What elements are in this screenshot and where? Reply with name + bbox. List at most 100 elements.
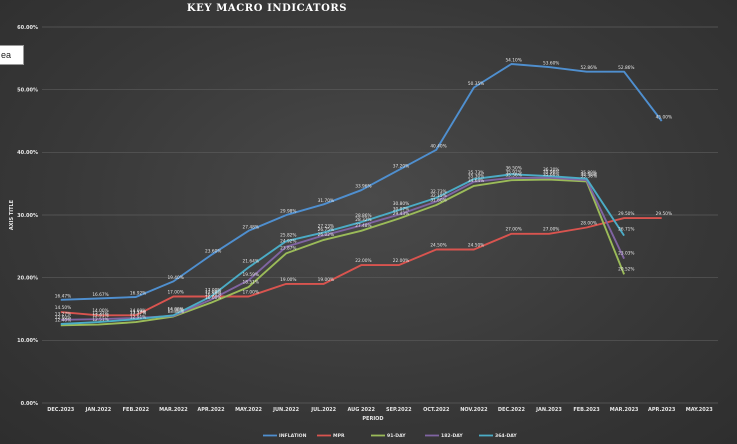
x-tick-label: MAY.2023 xyxy=(686,407,713,413)
data-label: 26.71% xyxy=(618,227,634,233)
data-label: 13.37% xyxy=(130,310,146,316)
x-tick-label: MAY.2022 xyxy=(235,407,262,413)
data-label: 29.50% xyxy=(618,211,634,217)
data-label: 29.43% xyxy=(393,211,409,217)
series-line-inflation xyxy=(60,63,663,301)
data-label: 35.56% xyxy=(505,172,521,178)
series-lines xyxy=(60,63,663,327)
x-tick-label: AUG 2022 xyxy=(347,407,375,413)
data-label: 35.96% xyxy=(543,169,559,175)
grid xyxy=(42,26,718,404)
data-label: 32.73% xyxy=(430,189,446,195)
data-label: 52.86% xyxy=(618,65,634,71)
data-label: 35.66% xyxy=(543,172,559,178)
data-label: 19.00% xyxy=(318,277,334,283)
data-label: 27.48% xyxy=(355,223,371,229)
x-axis-title: PERIOD xyxy=(362,416,383,422)
x-tick-label: APR.2022 xyxy=(197,407,225,413)
data-label: 17.00% xyxy=(205,289,221,295)
data-label: 27.48% xyxy=(243,224,259,230)
data-label: 27.00% xyxy=(543,227,559,233)
data-label: 26.02% xyxy=(318,232,334,238)
data-label: 32.15% xyxy=(430,193,446,199)
data-label: 13.80% xyxy=(167,309,183,315)
data-label: 13.57% xyxy=(130,310,146,316)
x-tick-label: JUL.2022 xyxy=(310,407,336,413)
data-label: 29.50% xyxy=(656,211,672,217)
data-label: 19.00% xyxy=(280,277,296,283)
data-label: 33.96% xyxy=(355,184,371,190)
y-tick-label: 10.00% xyxy=(17,338,38,344)
data-label: 30.80% xyxy=(393,201,409,207)
data-label: 24.50% xyxy=(430,242,446,248)
data-label: 52.86% xyxy=(581,65,597,71)
data-label: 40.40% xyxy=(430,143,446,149)
side-tab[interactable]: ea xyxy=(0,45,24,65)
x-tick-label: DEC.2022 xyxy=(498,407,526,413)
legend-label: INFLATION xyxy=(279,433,307,439)
y-axis-title: AXIS TITLE xyxy=(9,199,15,230)
x-tick-label: JAN.2023 xyxy=(535,407,562,413)
y-tick-label: 20.00% xyxy=(17,275,38,281)
x-tick-label: NOV.2022 xyxy=(460,407,488,413)
x-tick-label: APR.2023 xyxy=(648,407,676,413)
data-label: 25.82% xyxy=(280,232,296,238)
data-label: 23.03% xyxy=(618,250,634,256)
data-labels: 16.47% 16.67% 16.92% 19.40% 23.60% 27.48% 29.9… xyxy=(55,57,672,323)
data-label: 35.30% xyxy=(468,173,484,179)
x-tick-label: JAN.2022 xyxy=(84,407,111,413)
legend-label: 364-DAY xyxy=(495,433,517,439)
x-tick-label: JUN.2022 xyxy=(272,407,299,413)
data-label: 35.80% xyxy=(581,170,597,176)
x-tick-label: MAR.2023 xyxy=(610,407,639,413)
chart-title: KEY MACRO INDICATORS xyxy=(187,3,347,14)
data-label: 12.91% xyxy=(92,313,108,319)
data-label: 22.00% xyxy=(355,258,371,264)
data-label: 35.56% xyxy=(581,172,597,178)
data-label: 16.00% xyxy=(205,295,221,301)
data-label: 54.10% xyxy=(505,57,521,63)
x-tick-label: FEB.2022 xyxy=(123,407,150,413)
data-label: 14.00% xyxy=(130,308,146,314)
legend-label: MPR xyxy=(333,433,345,439)
data-label: 37.20% xyxy=(393,163,409,169)
data-label: 16.47% xyxy=(55,293,71,299)
data-label: 17.00% xyxy=(243,289,259,295)
data-label: 53.60% xyxy=(543,61,559,67)
data-label: 27.23% xyxy=(318,223,334,229)
data-label: 31.70% xyxy=(318,198,334,204)
x-tick-label: FEB.2023 xyxy=(573,407,600,413)
data-label: 12.91% xyxy=(130,314,146,320)
data-label: 21.64% xyxy=(243,258,259,264)
data-label: 16.92% xyxy=(130,290,146,296)
data-label: 34.64% xyxy=(468,178,484,184)
data-label: 35.92% xyxy=(505,170,521,176)
data-label: 20.52% xyxy=(618,267,634,273)
data-label: 13.90% xyxy=(167,308,183,314)
data-label: 28.32% xyxy=(355,217,371,223)
data-label: 36.50% xyxy=(505,165,521,171)
data-label: 27.00% xyxy=(505,227,521,233)
data-label: 12.60% xyxy=(55,315,71,321)
data-label: 30.07% xyxy=(393,206,409,212)
y-tick-label: 30.00% xyxy=(17,213,38,219)
data-label: 14.00% xyxy=(92,308,108,314)
data-label: 29.98% xyxy=(280,209,296,215)
data-label: 17.00% xyxy=(205,288,221,294)
data-label: 23.87% xyxy=(280,246,296,252)
data-label: 18.51% xyxy=(243,279,259,285)
data-label: 50.35% xyxy=(468,81,484,87)
x-axis-ticks: DEC.2023 JAN.2022 FEB.2022 MAR.2022 APR.2022… xyxy=(47,407,713,413)
data-label: 22.00% xyxy=(393,258,409,264)
data-label: 26.75% xyxy=(318,227,334,233)
x-tick-label: OCT.2022 xyxy=(423,407,450,413)
data-label: 36.20% xyxy=(543,167,559,173)
data-label: 12.51% xyxy=(92,317,108,323)
legend-label: 182-DAY xyxy=(441,433,463,439)
data-label: 12.40% xyxy=(55,318,71,324)
legend-label: 91-DAY xyxy=(387,433,406,439)
y-tick-label: 60.00% xyxy=(17,25,38,31)
data-label: 35.36% xyxy=(581,174,597,180)
data-label: 19.40% xyxy=(167,275,183,281)
